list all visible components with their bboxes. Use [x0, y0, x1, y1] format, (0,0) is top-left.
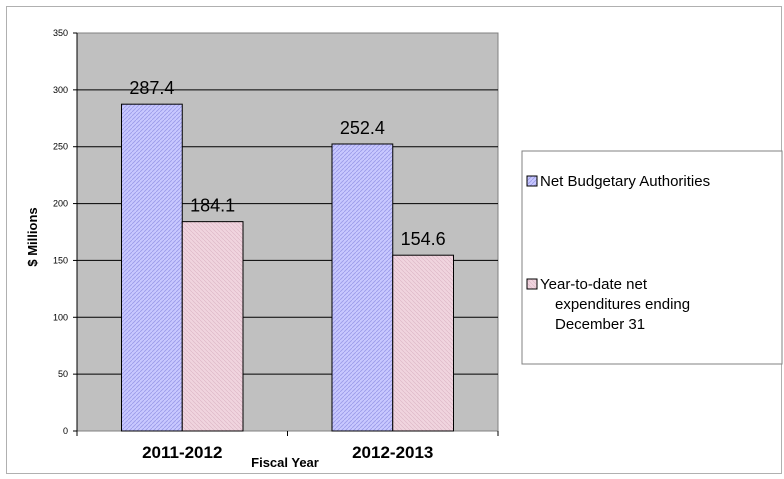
y-tick-labels: 0 50 100 150 200 250 300 350 — [53, 28, 68, 436]
y-tick-label: 150 — [53, 255, 68, 265]
bar-ytd-net-expenditures-2012-2013 — [392, 254, 455, 432]
x-axis-title: Fiscal Year — [251, 455, 319, 470]
x-tick-labels: 2011-2012 2012-2013 — [142, 443, 433, 462]
y-tick-label: 0 — [63, 426, 68, 436]
data-label: 287.4 — [129, 78, 174, 98]
legend: Net Budgetary Authorities Year-to-date ne… — [521, 150, 783, 365]
legend-item: Net Budgetary Authorities — [526, 173, 710, 190]
legend-swatch — [526, 278, 538, 290]
legend-item: Year-to-date net expenditures ending Decem… — [526, 276, 690, 333]
data-label: 154.6 — [401, 229, 446, 249]
y-tick-label: 200 — [53, 199, 68, 209]
legend-label: Net Budgetary Authorities — [540, 173, 710, 190]
legend-label: Year-to-date net expenditures ending Decem… — [540, 276, 690, 333]
data-label: 252.4 — [340, 118, 385, 138]
bar-net-budgetary-authorities-2011-2012 — [120, 103, 183, 432]
y-axis-title: $ Millions — [25, 207, 40, 266]
y-tick-label: 250 — [53, 142, 68, 152]
legend-box — [521, 150, 783, 365]
data-labels: 287.4 184.1 252.4 154.6 — [129, 78, 445, 249]
y-tick-label: 300 — [53, 85, 68, 95]
x-tick-label: 2011-2012 — [142, 443, 222, 462]
y-tick-label: 350 — [53, 28, 68, 38]
legend-swatch — [526, 175, 538, 187]
bar-net-budgetary-authorities-2012-2013 — [331, 143, 394, 432]
bar-ytd-net-expenditures-2011-2012 — [181, 221, 244, 432]
data-label: 184.1 — [190, 196, 235, 216]
bars — [120, 103, 455, 432]
y-tick-label: 100 — [53, 312, 68, 322]
y-tick-label: 50 — [58, 369, 68, 379]
x-tick-label: 2012-2013 — [352, 443, 433, 462]
